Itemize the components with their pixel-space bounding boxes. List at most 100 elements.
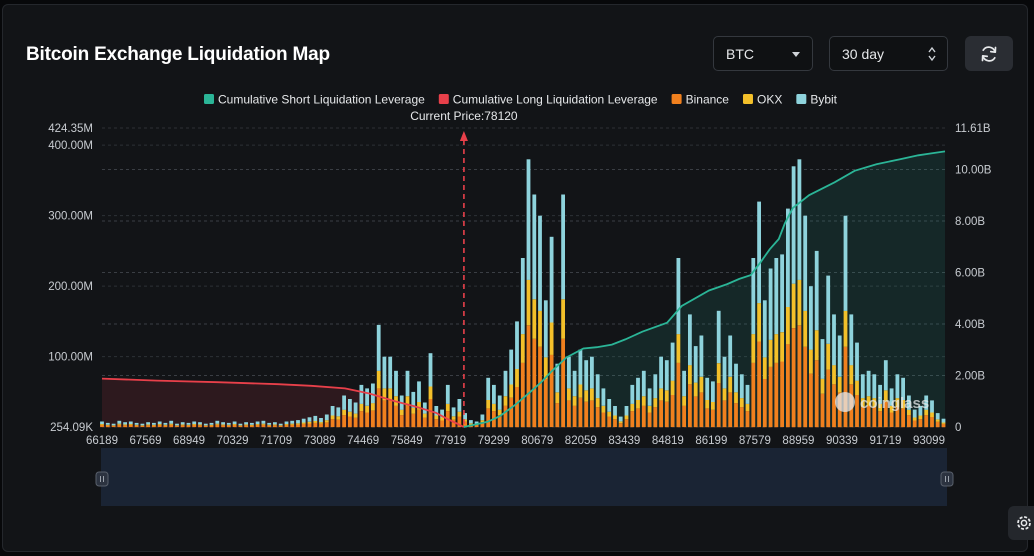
y-left-tick-label: 400.00M bbox=[48, 140, 93, 152]
binance-bar bbox=[659, 400, 663, 428]
binance-bar bbox=[152, 425, 156, 428]
bybit-bar bbox=[676, 258, 681, 335]
zoom-handle[interactable] bbox=[940, 471, 954, 487]
bybit-bar bbox=[163, 422, 168, 425]
zoom-handle[interactable] bbox=[95, 471, 109, 487]
legend-swatch bbox=[671, 94, 682, 104]
x-tick-label: 80679 bbox=[521, 435, 553, 447]
okx-bar bbox=[820, 378, 825, 394]
bybit-bar bbox=[716, 310, 721, 364]
settings-button[interactable] bbox=[1008, 506, 1034, 540]
bybit-bar bbox=[543, 300, 548, 358]
okx-bar bbox=[578, 384, 583, 398]
okx-bar bbox=[543, 357, 548, 379]
coin-select-value: BTC bbox=[726, 46, 754, 62]
bybit-bar bbox=[250, 422, 254, 425]
legend-swatch bbox=[742, 94, 753, 104]
legend-label: Bybit bbox=[810, 93, 837, 107]
bybit-bar bbox=[682, 370, 686, 397]
bybit-bar bbox=[555, 363, 560, 393]
bybit-bar bbox=[670, 342, 675, 381]
okx-bar bbox=[809, 349, 813, 374]
okx-bar bbox=[353, 413, 358, 418]
binance-bar bbox=[630, 411, 635, 428]
bybit-bar bbox=[780, 254, 784, 333]
binance-bar bbox=[670, 395, 675, 428]
bybit-bar bbox=[774, 258, 779, 335]
binance-bar bbox=[382, 400, 387, 428]
binance-bar bbox=[175, 425, 179, 428]
bybit-bar bbox=[457, 399, 462, 412]
binance-bar bbox=[567, 400, 571, 428]
okx-bar bbox=[376, 371, 381, 389]
binance-bar bbox=[157, 425, 162, 428]
x-tick-label: 74469 bbox=[347, 435, 379, 447]
binance-bar bbox=[901, 408, 905, 428]
bybit-bar bbox=[509, 349, 514, 385]
legend-swatch bbox=[796, 94, 807, 104]
binance-bar bbox=[474, 425, 479, 428]
bybit-bar bbox=[820, 339, 825, 379]
refresh-button[interactable] bbox=[965, 36, 1013, 71]
okx-bar bbox=[607, 411, 612, 417]
bybit-bar bbox=[843, 215, 848, 311]
bybit-bar bbox=[463, 413, 467, 420]
current-price-marker: Current Price:78120 bbox=[410, 109, 518, 427]
bybit-bar bbox=[203, 423, 208, 426]
binance-bar bbox=[348, 416, 352, 428]
bybit-bar bbox=[809, 286, 813, 350]
bybit-bar bbox=[711, 381, 715, 402]
okx-bar bbox=[780, 332, 784, 362]
zoom-slider[interactable] bbox=[95, 448, 954, 506]
bybit-bar bbox=[653, 374, 658, 399]
binance-bar bbox=[803, 346, 808, 428]
okx-bar bbox=[699, 376, 704, 393]
okx-bar bbox=[895, 398, 900, 408]
bybit-bar bbox=[930, 400, 934, 413]
okx-bar bbox=[301, 422, 306, 424]
okx-bar bbox=[515, 369, 519, 387]
bybit-bar bbox=[434, 406, 439, 416]
okx-bar bbox=[203, 425, 208, 426]
bybit-bar bbox=[319, 418, 323, 423]
cumulative-lines bbox=[101, 150, 946, 428]
okx-bar bbox=[751, 334, 756, 363]
okx-bar bbox=[105, 424, 110, 426]
bybit-bar bbox=[595, 374, 600, 399]
binance-bar bbox=[371, 410, 375, 428]
okx-bar bbox=[209, 424, 214, 426]
binance-bar bbox=[399, 415, 404, 428]
binance-bar bbox=[780, 361, 784, 428]
binance-bar bbox=[618, 423, 623, 428]
binance-bar bbox=[918, 419, 923, 428]
okx-bar bbox=[336, 416, 341, 420]
binance-bar bbox=[105, 425, 110, 428]
bybit-bar bbox=[561, 194, 565, 300]
bybit-bar bbox=[186, 422, 191, 425]
bybit-bar bbox=[590, 356, 594, 389]
binance-bar bbox=[543, 379, 548, 428]
bybit-bar bbox=[422, 402, 427, 414]
binance-bar bbox=[267, 425, 272, 428]
bybit-bar bbox=[100, 421, 104, 424]
okx-bar bbox=[849, 365, 854, 385]
bybit-bar bbox=[895, 374, 900, 399]
binance-bar bbox=[319, 423, 323, 428]
period-select[interactable]: 30 day bbox=[829, 36, 948, 71]
okx-bar bbox=[728, 376, 733, 393]
legend-label: Binance bbox=[686, 93, 730, 107]
binance-bar bbox=[388, 400, 393, 428]
coin-select[interactable]: BTC bbox=[713, 36, 813, 71]
bybit-bar bbox=[567, 356, 571, 389]
binance-bar bbox=[163, 425, 168, 428]
x-tick-label: 67569 bbox=[130, 435, 162, 447]
binance-bar bbox=[440, 420, 444, 428]
binance-bar bbox=[912, 420, 917, 428]
binance-bar bbox=[313, 422, 318, 428]
bybit-bar bbox=[826, 275, 831, 344]
okx-bar bbox=[267, 424, 272, 426]
binance-bar bbox=[221, 425, 225, 428]
binance-bar bbox=[509, 397, 514, 428]
okx-bar bbox=[399, 409, 404, 416]
bybit-bar bbox=[267, 422, 272, 425]
